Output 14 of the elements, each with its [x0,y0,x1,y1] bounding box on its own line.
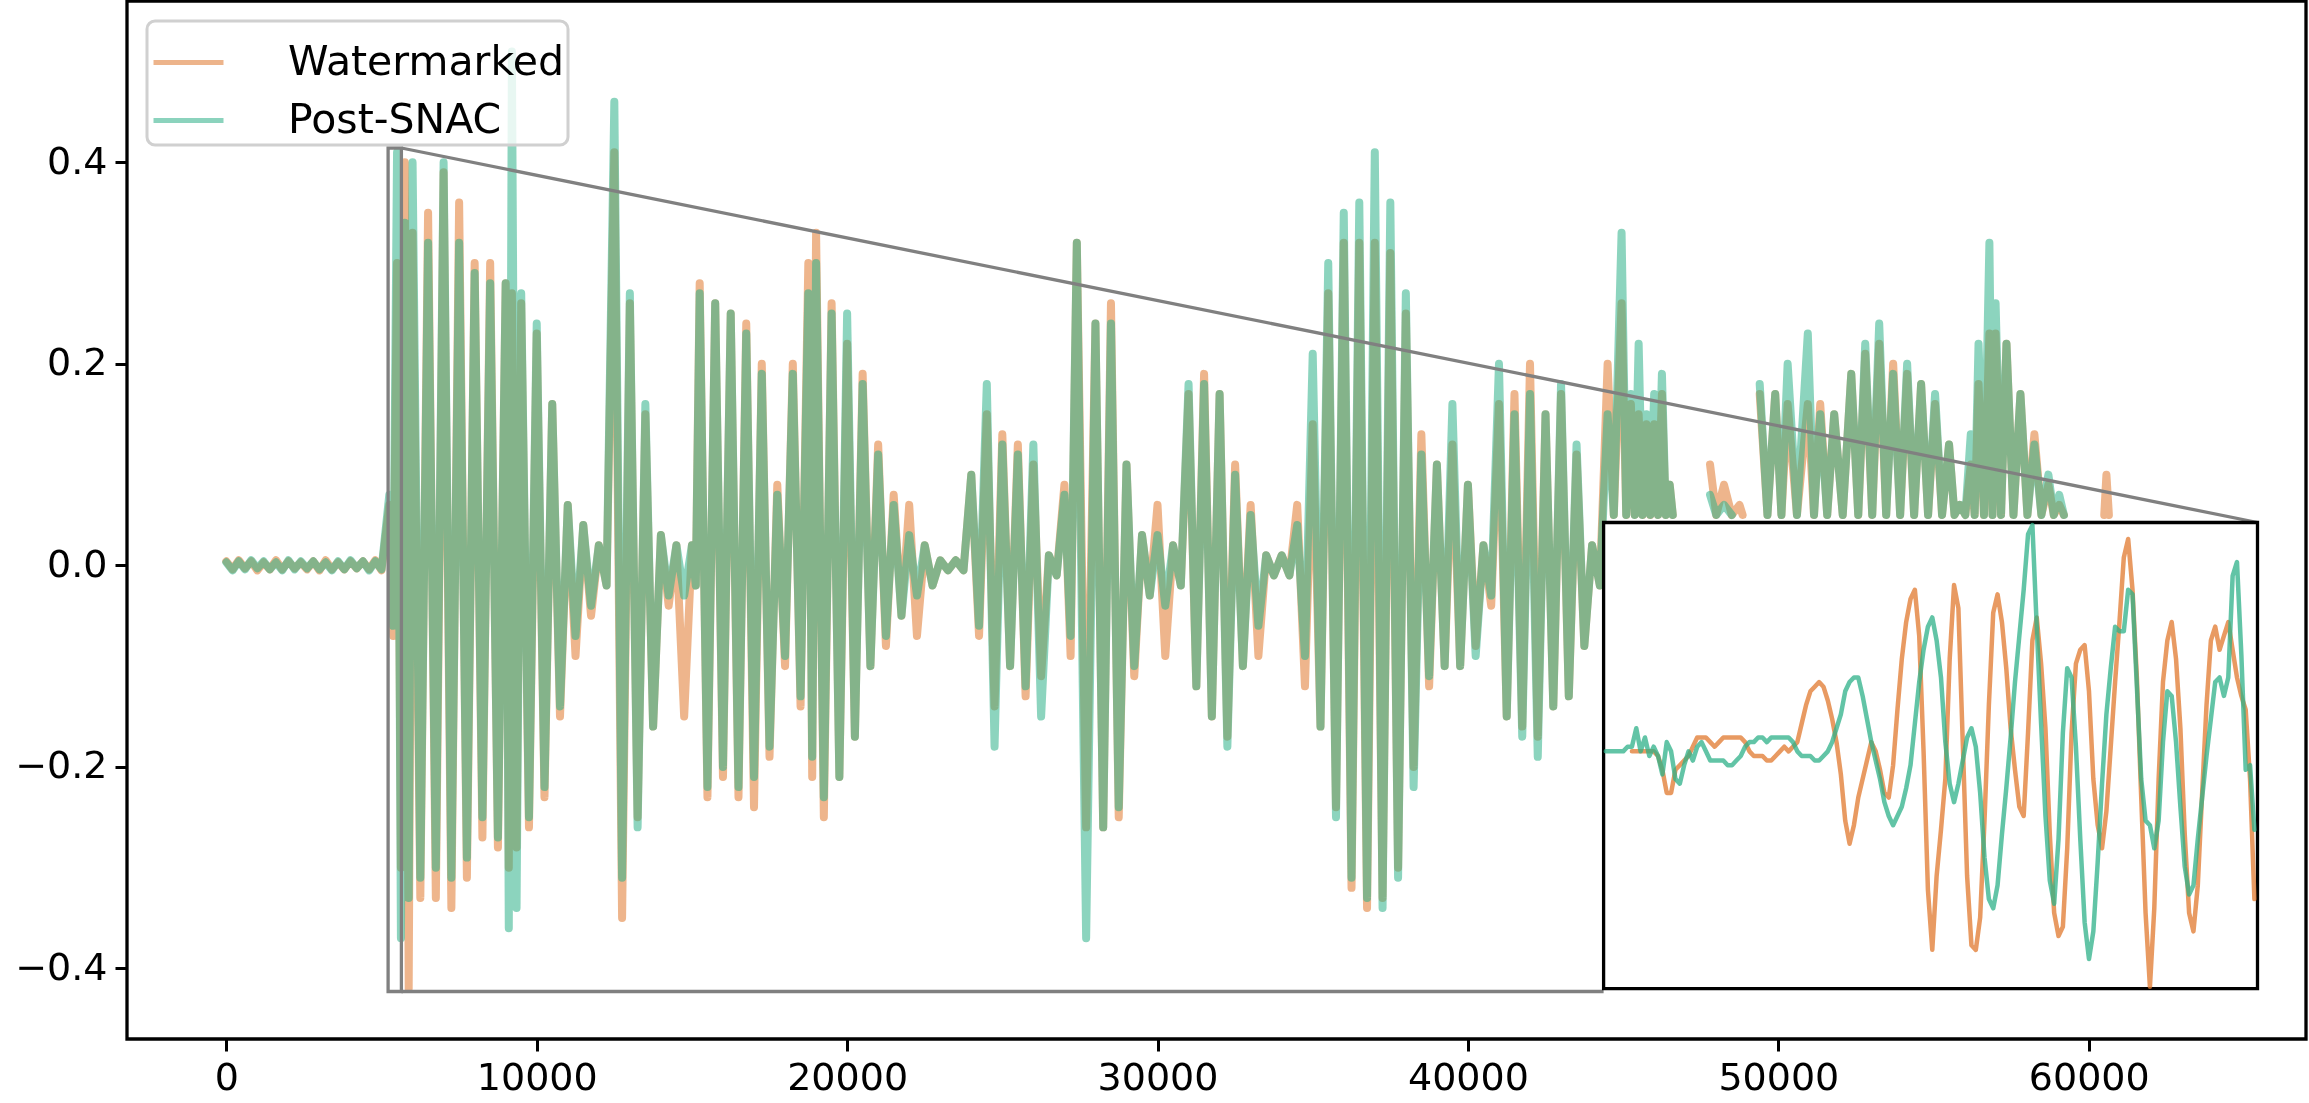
x-tick-label: 50000 [1718,1054,1840,1099]
x-tick-label: 30000 [1097,1054,1219,1099]
legend-label: Post-SNAC [288,94,502,143]
y-tick-label: −0.4 [15,944,108,989]
x-tick-label: 0 [214,1054,239,1099]
legend-label: Watermarked [288,36,564,85]
y-tick-label: 0.4 [47,138,108,183]
y-tick-label: 0.0 [47,541,108,586]
x-tick-label: 40000 [1407,1054,1529,1099]
y-tick-label: −0.2 [15,743,108,788]
x-tick-label: 60000 [2028,1054,2150,1099]
x-tick-label: 10000 [476,1054,598,1099]
x-tick-label: 20000 [787,1054,909,1099]
y-tick-label: 0.2 [47,340,108,385]
